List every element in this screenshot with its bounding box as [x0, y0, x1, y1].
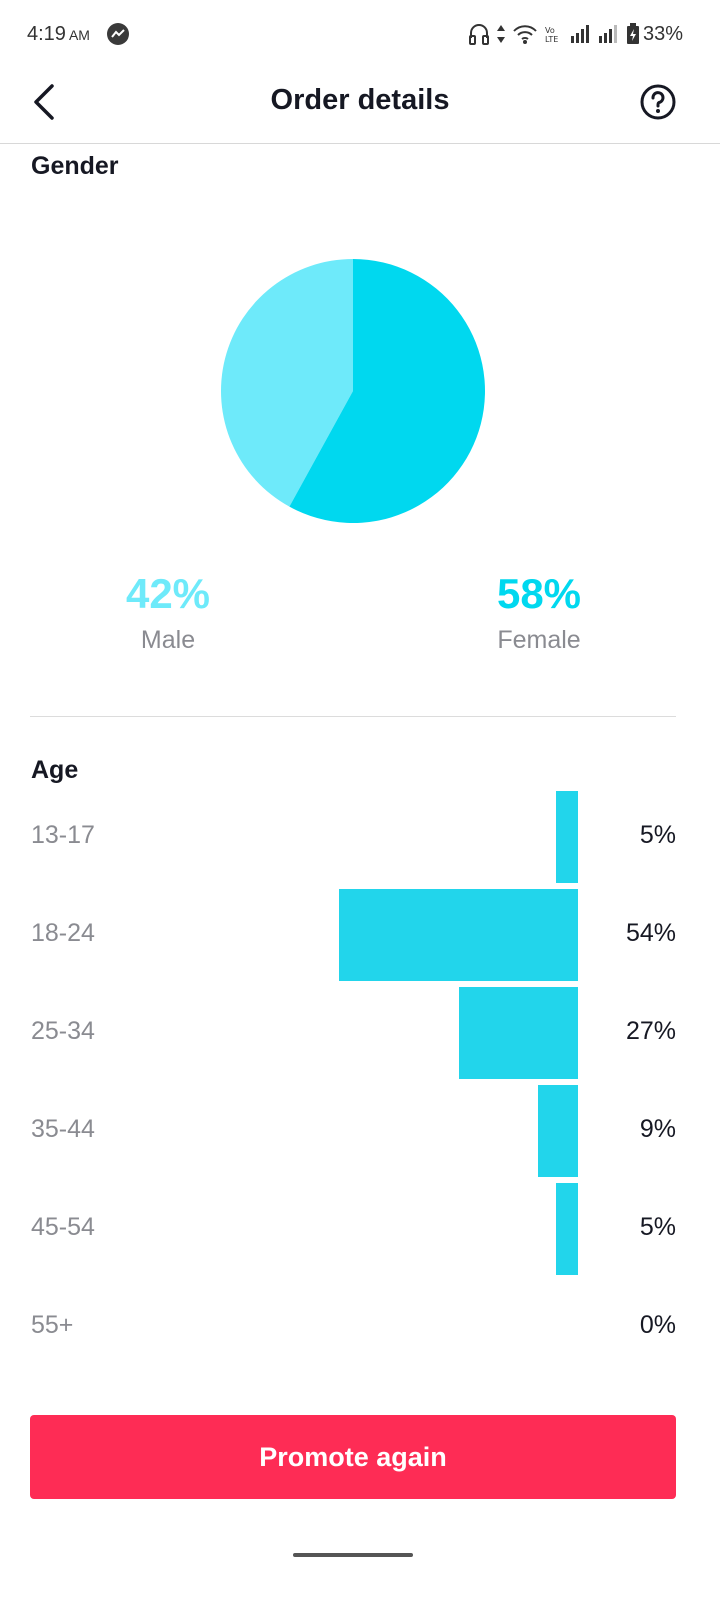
data-arrows-icon: [497, 25, 505, 43]
female-label: Female: [497, 626, 581, 654]
age-section-title: Age: [31, 756, 79, 784]
age-bar: [556, 1183, 578, 1275]
age-row: 35-44 9%: [0, 1085, 720, 1177]
help-circle-icon: [640, 84, 676, 120]
male-percentage: 42%: [125, 570, 211, 617]
age-label: 55+: [31, 1311, 74, 1339]
header: Order details: [0, 68, 720, 144]
female-percentage: 58%: [496, 570, 582, 617]
headphones-icon: [469, 24, 489, 45]
age-percentage: 54%: [625, 919, 676, 947]
age-row: 25-34 27%: [0, 987, 720, 1079]
signal-icon: [571, 25, 589, 43]
age-percentage: 5%: [639, 1213, 676, 1241]
age-label: 45-54: [31, 1213, 95, 1241]
age-percentage: 27%: [625, 1017, 676, 1045]
messenger-icon: [107, 23, 129, 45]
age-percentage: 5%: [639, 821, 676, 849]
help-button[interactable]: [640, 84, 676, 120]
age-bar: [538, 1085, 578, 1177]
gender-section-title: Gender: [31, 152, 119, 180]
status-time-value: 4:19: [27, 23, 66, 45]
age-bar: [556, 791, 578, 883]
promote-again-button[interactable]: Promote again: [30, 1415, 676, 1499]
gender-stat-female: 58% Female: [439, 570, 639, 655]
male-label: Male: [140, 626, 196, 654]
pie-slice-male: [220, 259, 353, 507]
home-indicator[interactable]: [293, 1553, 413, 1557]
status-time: 4:19 AM: [27, 23, 90, 46]
age-label: 35-44: [31, 1115, 95, 1143]
gender-pie-chart: [220, 258, 486, 524]
age-label: 13-17: [31, 821, 95, 849]
pie-slice-female: [289, 259, 485, 523]
status-bar: 4:19 AM Vo LTE: [0, 0, 720, 68]
age-row: 13-17 5%: [0, 791, 720, 883]
age-row: 45-54 5%: [0, 1183, 720, 1275]
status-icons: Vo LTE: [468, 22, 640, 46]
age-percentage: 9%: [639, 1115, 676, 1143]
wifi-icon: [513, 25, 537, 44]
svg-text:LTE: LTE: [545, 35, 558, 43]
age-percentage: 0%: [639, 1311, 676, 1339]
age-label: 18-24: [31, 919, 95, 947]
volte-icon: Vo LTE: [545, 26, 558, 43]
age-label: 25-34: [31, 1017, 95, 1045]
status-time-ampm: AM: [68, 27, 90, 43]
gender-stat-male: 42% Male: [68, 570, 268, 655]
chevron-left-icon: [34, 84, 54, 120]
signal-2-icon: [599, 25, 617, 43]
battery-icon: [627, 23, 639, 44]
age-bar: [339, 889, 578, 981]
svg-text:Vo: Vo: [545, 26, 555, 35]
age-row: 55+ 0%: [0, 1281, 720, 1373]
age-row: 18-24 54%: [0, 889, 720, 981]
section-divider: [30, 716, 676, 717]
back-button[interactable]: [30, 82, 62, 122]
age-bar: [459, 987, 578, 1079]
battery-percentage: 33%: [643, 23, 684, 45]
page-title: Order details: [270, 84, 450, 116]
